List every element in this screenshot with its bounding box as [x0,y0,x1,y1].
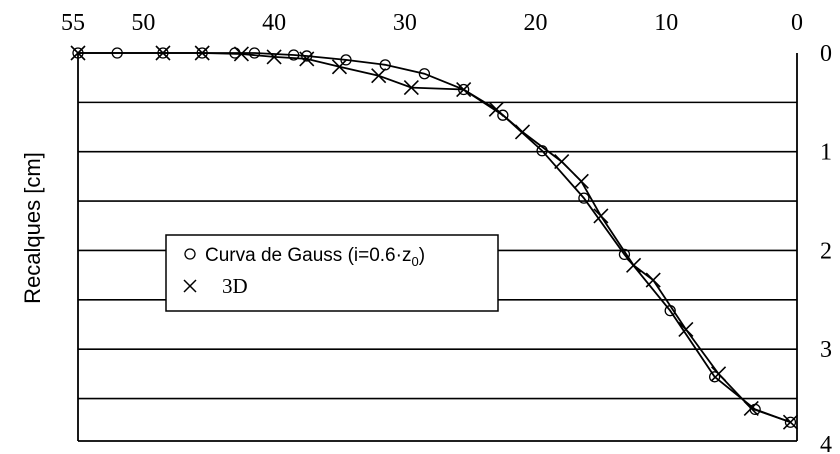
point-3d [233,46,249,62]
x-tick-label: 10 [654,10,678,36]
point-3d [743,400,759,416]
legend-marker-gauss [184,248,196,260]
point-3d [710,366,727,382]
gauss-point [340,54,352,66]
gauss-point [664,305,676,317]
legend-label-gauss: Curva de Gauss (i=0.6·z0) [205,245,425,269]
point-3d [573,173,589,189]
gauss-point [418,68,431,80]
gauss-point [72,47,84,59]
x-tick-label: 40 [262,10,286,36]
point-3d [514,124,531,140]
x-tick-label: 20 [524,10,548,36]
gauss-point [618,248,631,261]
point-3d [626,257,642,273]
point-3d [70,45,86,61]
point-3d [456,81,472,98]
gauss-point [196,47,208,59]
x-tick-label: 55 [61,10,85,36]
y-tick-label: 2 [820,238,832,264]
point-3d [488,101,504,117]
x-tick-label: 0 [791,10,803,36]
y-axis-label: Recalques [cm] [20,152,45,304]
x-tick-label: 30 [393,10,417,36]
gauss-point [301,50,313,62]
axes [77,53,798,442]
gauss-point [457,83,470,96]
point-3d [194,45,210,61]
series-markers [70,45,799,430]
gauss-point [578,192,590,204]
point-3d [331,59,348,75]
legend-label-gauss-suffix: ) [419,245,425,266]
gauss-point [157,47,169,59]
y-tick-label: 1 [820,140,832,166]
legend-box [165,234,499,312]
point-3d [266,49,282,65]
y-tick-label: 3 [820,337,832,363]
x-tick-label: 50 [131,10,155,36]
point-3d [155,45,171,61]
gauss-point [708,371,721,383]
y-tick-label: 4 [820,432,832,454]
gauss-point [784,416,797,428]
point-3d [299,51,315,67]
gauss-point [497,109,509,121]
legend-label-3d: 3D [222,274,248,298]
y-tick-label: 0 [820,41,832,67]
gauss-point [248,47,261,59]
gauss-point [288,49,300,61]
point-3d [554,154,570,170]
legend-label-gauss-prefix: Curva de Gauss (i=0.6·z [205,245,411,266]
gauss-point [536,145,548,157]
point-3d [782,414,799,430]
legend-label-gauss-sub: 0 [411,254,418,269]
legend: Curva de Gauss (i=0.6·z0) 3D [165,234,499,312]
legend-marker-3d [183,279,197,293]
point-3d [593,208,609,224]
point-3d [403,79,419,96]
point-3d [678,321,694,338]
point-3d [371,68,387,84]
point-3d [645,272,661,288]
gauss-point [111,47,123,59]
